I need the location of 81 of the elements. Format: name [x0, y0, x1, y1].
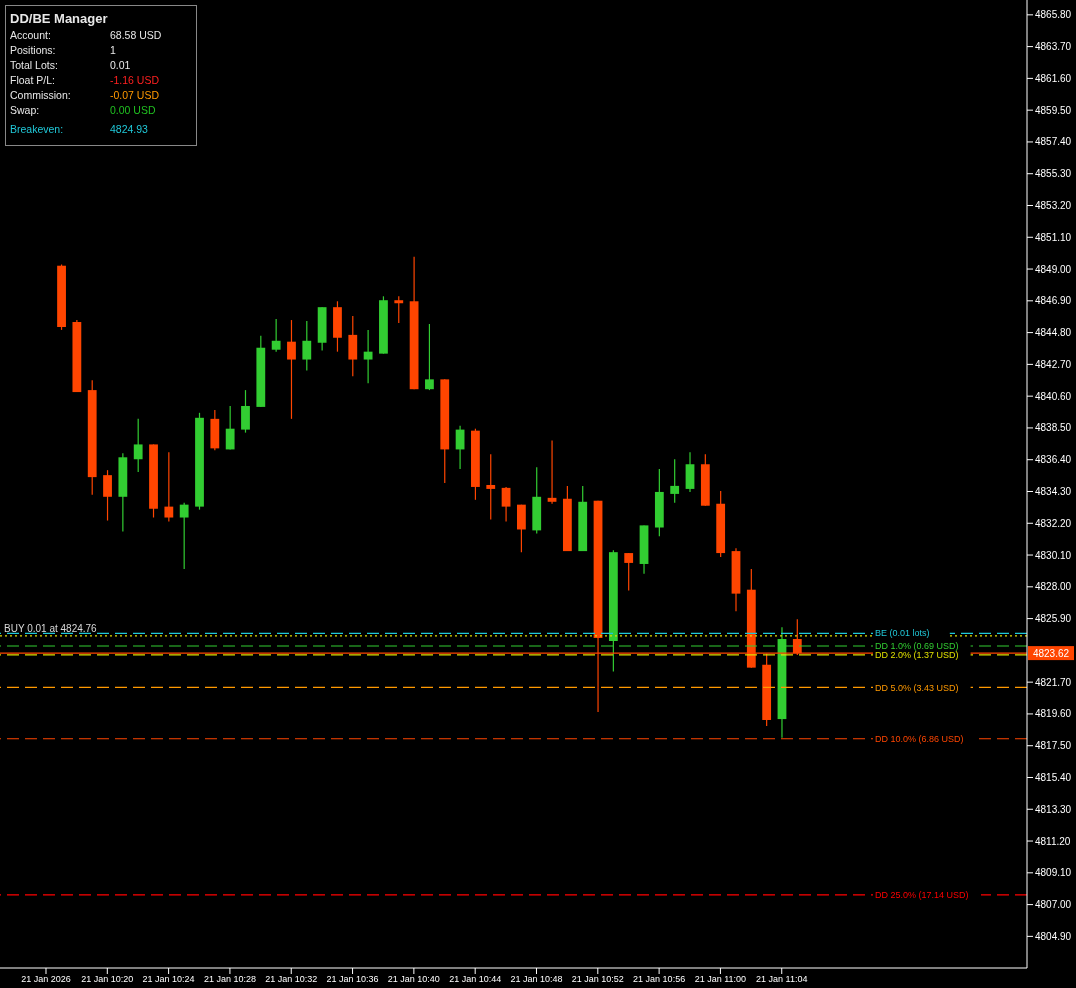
candlestick — [225, 405, 235, 451]
annotation: Swap: — [10, 103, 41, 118]
y-tick-label: 4838.50 — [1035, 422, 1072, 434]
candlestick — [179, 502, 189, 570]
x-tick-label: 21 Jan 10:48 — [510, 974, 563, 985]
annotation: 0.00 USD — [110, 103, 156, 118]
candlestick — [547, 439, 557, 505]
candlestick — [271, 318, 281, 353]
y-tick-label: 4851.10 — [1035, 231, 1072, 243]
annotation: Commission: — [10, 88, 72, 103]
annotation: -1.16 USD — [110, 73, 160, 88]
x-tick-label: 21 Jan 2026 — [21, 974, 71, 985]
x-tick-label: 21 Jan 10:56 — [633, 974, 686, 985]
y-tick-label: 4828.00 — [1035, 581, 1072, 593]
annotation: -0.07 USD — [110, 88, 160, 103]
annotation: Positions: — [10, 43, 57, 58]
text: DD/BE Manager — [10, 11, 109, 26]
y-tick-label: 4817.50 — [1035, 740, 1072, 752]
x-tick-label: 21 Jan 10:44 — [449, 974, 502, 985]
y-tick-label: 4832.20 — [1035, 517, 1072, 529]
annotation: 4824.93 — [110, 122, 148, 137]
candlestick — [103, 469, 112, 522]
candlestick — [486, 453, 496, 521]
y-tick-label: 4859.50 — [1035, 104, 1072, 116]
y-tick-label: 4863.70 — [1035, 41, 1072, 53]
y-tick-label: 4821.70 — [1035, 676, 1072, 688]
candlestick — [363, 329, 373, 384]
y-tick-label: 4846.90 — [1035, 295, 1072, 307]
y-tick-label: 4836.40 — [1035, 454, 1072, 466]
annotation: Breakeven: — [10, 122, 65, 137]
y-tick-label: 4849.00 — [1035, 263, 1072, 275]
candlestick — [670, 458, 680, 504]
x-tick-label: 21 Jan 10:32 — [265, 974, 318, 985]
ref-line-label: BE (0.01 lots) — [875, 628, 930, 639]
candlestick — [164, 451, 174, 523]
candlestick — [302, 320, 312, 372]
y-tick-label: 4861.60 — [1035, 72, 1072, 84]
annotation: Total Lots: — [10, 58, 59, 73]
y-tick-label: 4819.60 — [1035, 708, 1072, 720]
candlestick — [133, 418, 143, 473]
y-tick-label: 4840.60 — [1035, 390, 1072, 402]
candlestick — [425, 323, 434, 391]
x-tick-label: 21 Jan 10:24 — [142, 974, 195, 985]
y-tick-label: 4815.40 — [1035, 772, 1072, 784]
annotation: 0.01 — [110, 58, 131, 73]
candlestick — [287, 319, 296, 420]
y-tick-label: 4865.80 — [1035, 9, 1072, 21]
y-tick-label: 4804.90 — [1035, 930, 1072, 942]
ref-line-label: DD 1.0% (0.69 USD) — [875, 641, 959, 652]
candlestick — [241, 389, 250, 434]
y-tick-label: 4813.30 — [1035, 803, 1072, 815]
y-tick-label: 4834.30 — [1035, 486, 1072, 498]
x-tick-label: 21 Jan 11:04 — [756, 974, 808, 985]
y-tick-label: 4853.20 — [1035, 200, 1072, 212]
candlestick — [624, 552, 634, 592]
ref-line-label: DD 10.0% (6.86 USD) — [875, 733, 964, 744]
x-tick-label: 21 Jan 10:36 — [326, 974, 379, 985]
y-tick-label: 4844.80 — [1035, 327, 1072, 339]
y-tick-label: 4842.70 — [1035, 358, 1072, 370]
y-tick-label: 4811.20 — [1035, 835, 1071, 847]
y-tick-label: 4825.90 — [1035, 613, 1072, 625]
ref-line-label: DD 25.0% (17.14 USD) — [875, 890, 969, 901]
candlestick — [501, 486, 511, 523]
y-tick-label: 4807.00 — [1035, 899, 1072, 911]
y-tick-label: 4809.10 — [1035, 867, 1072, 879]
ref-line-label: 4823.62 — [1032, 648, 1070, 660]
ref-line-label: DD 5.0% (3.43 USD) — [875, 682, 959, 693]
x-tick-label: 21 Jan 10:40 — [387, 974, 440, 985]
annotation: 68.58 USD — [110, 28, 162, 43]
annotation: Account: — [10, 28, 52, 43]
y-tick-label: 4830.10 — [1035, 549, 1072, 561]
x-tick-label: 21 Jan 11:00 — [694, 974, 747, 985]
x-tick-label: 21 Jan 10:52 — [571, 974, 624, 985]
y-tick-label: 4855.30 — [1035, 168, 1072, 180]
x-tick-label: 21 Jan 10:28 — [203, 974, 256, 985]
x-tick-label: 21 Jan 10:20 — [81, 974, 134, 985]
y-tick-label: 4857.40 — [1035, 136, 1072, 148]
ref-line-label: BUY 0.01 at 4824.76 — [4, 622, 98, 634]
annotation: Float P/L: — [10, 73, 56, 88]
candlestick — [394, 295, 404, 324]
annotation: 1 — [110, 43, 116, 58]
